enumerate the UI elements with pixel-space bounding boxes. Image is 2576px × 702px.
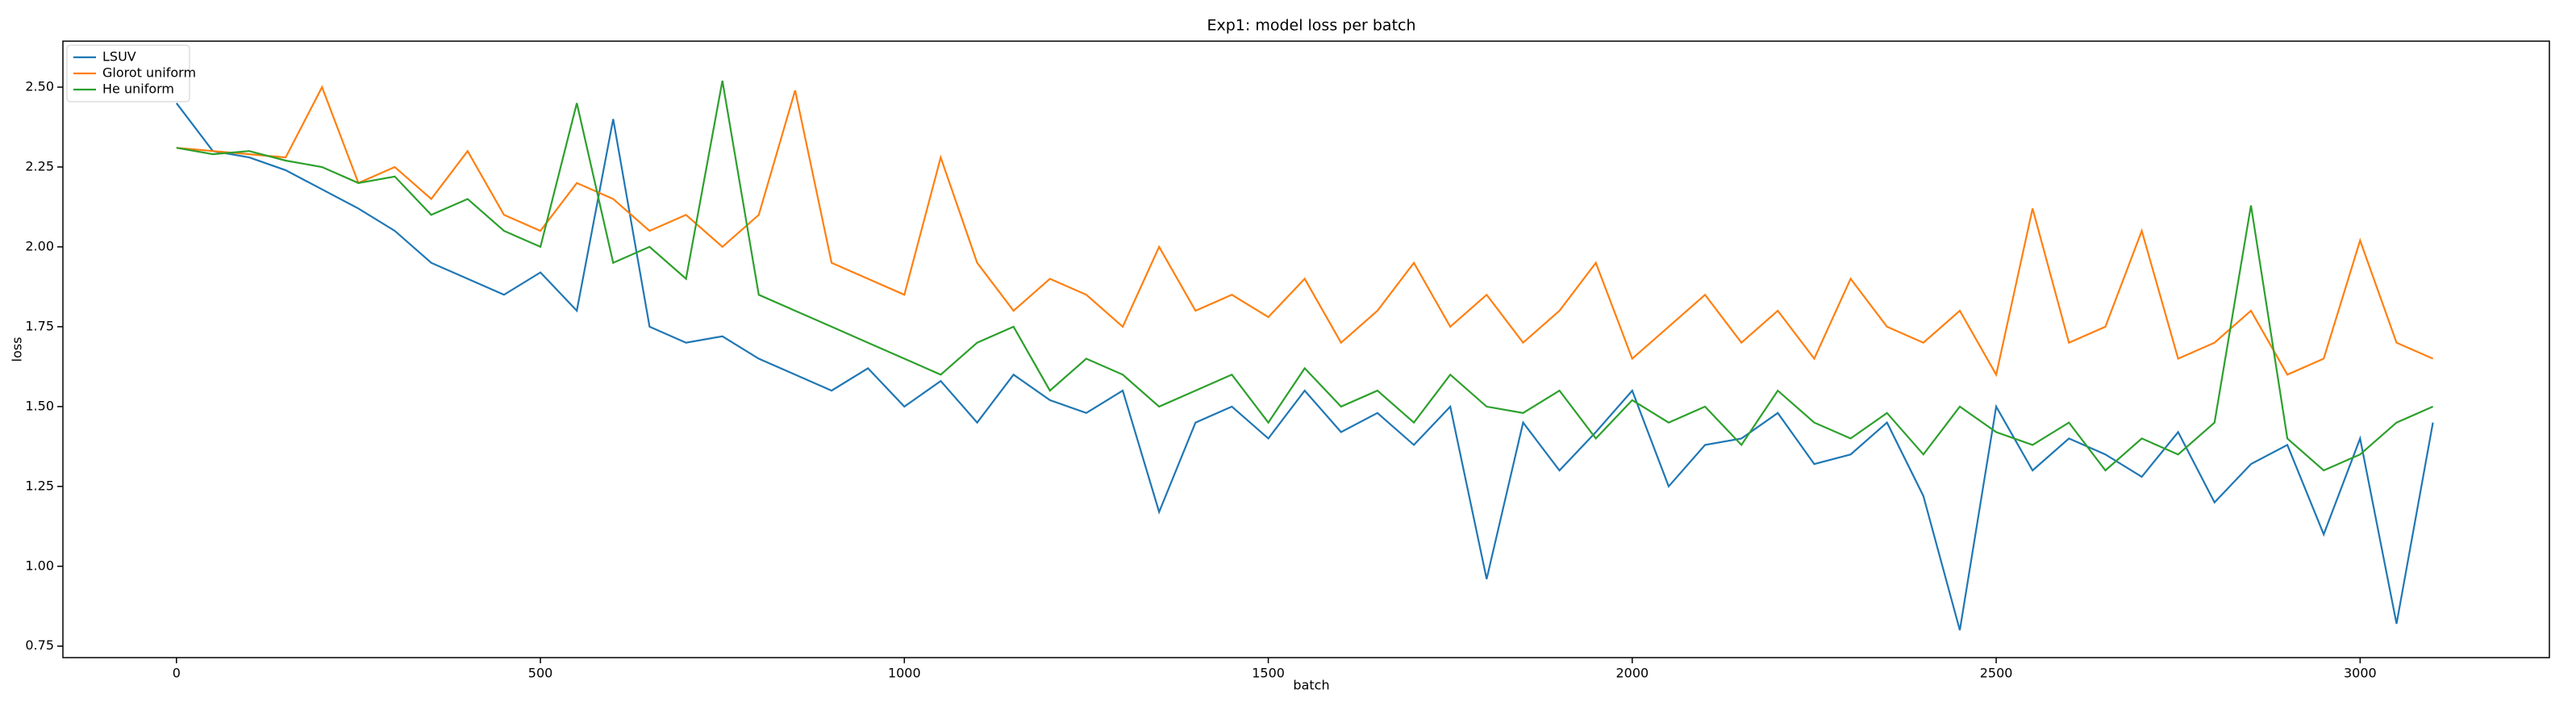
y-tick-label: 1.75 — [25, 318, 54, 333]
x-tick-label: 2000 — [1615, 666, 1649, 681]
x-axis-label: batch — [1293, 678, 1329, 693]
series-line — [176, 85, 2434, 378]
plot-frame — [62, 40, 2550, 658]
legend-box — [66, 44, 190, 102]
chart-title: Exp1: model loss per batch — [1207, 17, 1415, 35]
x-tick-label: 2500 — [1980, 666, 2013, 681]
x-tick-label: 500 — [528, 666, 553, 681]
legend-label: Glorot uniform — [102, 65, 196, 81]
legend-label: He uniform — [102, 81, 174, 97]
y-tick-label: 1.00 — [25, 558, 54, 573]
y-tick-label: 1.25 — [25, 478, 54, 493]
y-tick-label: 2.50 — [25, 79, 54, 94]
x-tick-label: 0 — [173, 666, 181, 681]
x-tick-label: 1000 — [888, 666, 921, 681]
x-tick-label: 3000 — [2344, 666, 2377, 681]
y-tick-label: 0.75 — [25, 637, 54, 653]
y-tick-label: 2.25 — [25, 158, 54, 173]
series-line — [175, 102, 2434, 631]
x-tick-label: 1500 — [1252, 666, 1285, 681]
series-line — [176, 80, 2434, 472]
y-axis-label: loss — [10, 337, 25, 362]
legend-label: LSUV — [102, 49, 136, 65]
y-tick-label: 2.00 — [25, 238, 54, 253]
y-tick-label: 1.50 — [25, 398, 54, 413]
